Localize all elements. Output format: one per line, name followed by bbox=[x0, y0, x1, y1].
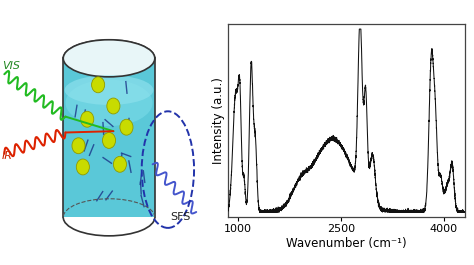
Circle shape bbox=[102, 132, 116, 148]
Circle shape bbox=[107, 98, 120, 114]
Ellipse shape bbox=[65, 80, 153, 126]
Text: IR: IR bbox=[2, 151, 13, 161]
Circle shape bbox=[91, 77, 105, 93]
Circle shape bbox=[120, 119, 133, 135]
Circle shape bbox=[72, 138, 85, 154]
Circle shape bbox=[76, 159, 90, 175]
X-axis label: Wavenumber (cm⁻¹): Wavenumber (cm⁻¹) bbox=[286, 237, 406, 250]
Ellipse shape bbox=[64, 75, 154, 105]
Y-axis label: Intensity (a.u.): Intensity (a.u.) bbox=[212, 77, 225, 164]
Circle shape bbox=[113, 156, 127, 172]
Circle shape bbox=[81, 111, 94, 127]
Ellipse shape bbox=[63, 40, 155, 77]
Text: SFS: SFS bbox=[170, 212, 191, 222]
Bar bbox=[63, 58, 155, 217]
Text: VIS: VIS bbox=[2, 61, 20, 71]
